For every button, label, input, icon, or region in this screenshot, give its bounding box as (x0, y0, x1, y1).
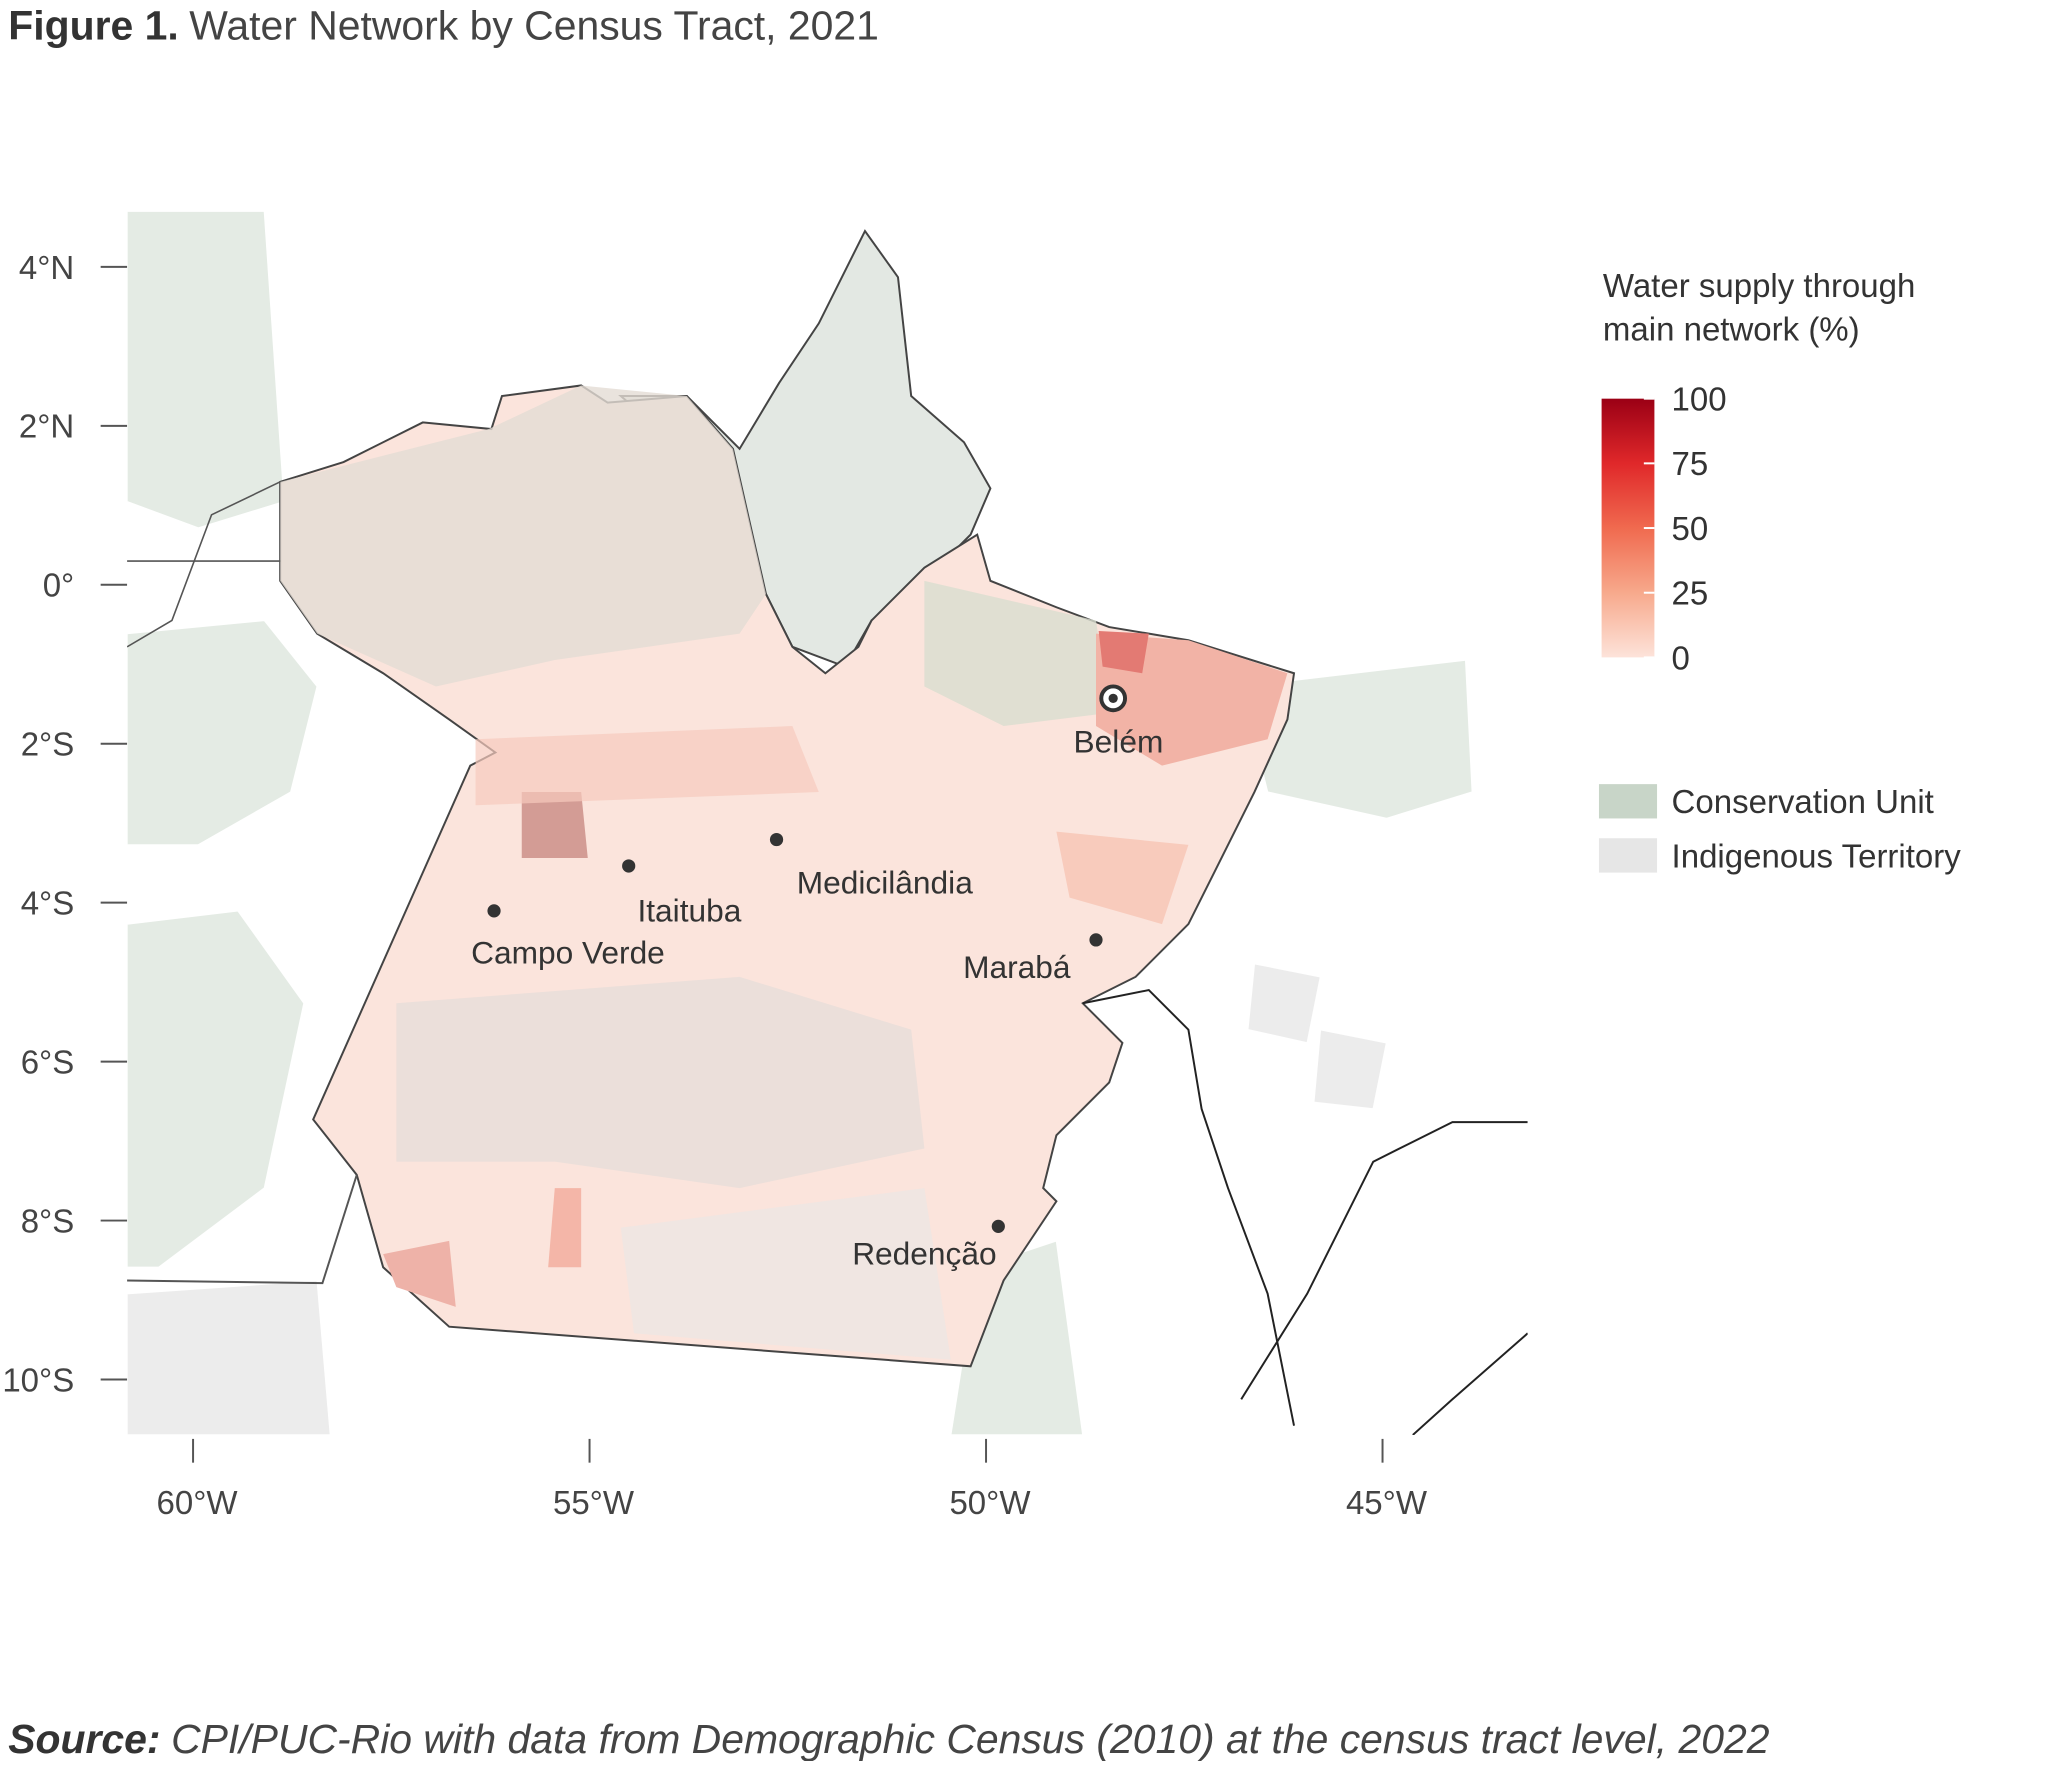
city-marker (1089, 933, 1103, 947)
city-label: Marabá (963, 949, 1071, 985)
capital-marker-dot (1108, 693, 1118, 703)
city-label: Campo Verde (471, 935, 665, 971)
legend-title: Water supply through (1603, 267, 1915, 304)
colorbar-ticks: 0 25 50 75 100 (1643, 381, 1727, 676)
axes: 4°N 2°N 0° 2°S 4°S 6°S 8°S 10°S 60°W 55°W 50°W 45°W (2, 249, 1428, 1521)
colorbar-tick-label: 50 (1672, 510, 1709, 547)
lat-tick-label: 6°S (21, 1043, 75, 1080)
legend-swatch (1598, 838, 1658, 873)
city-marker (487, 904, 501, 918)
colorbar-tick-label: 75 (1672, 445, 1709, 482)
legend-title: main network (%) (1603, 311, 1860, 348)
border-west (127, 481, 281, 648)
lat-tick-label: 10°S (2, 1361, 74, 1398)
lon-tick-label: 55°W (553, 1484, 635, 1521)
lat-tick-label: 2°S (21, 726, 75, 763)
context-areas (127, 210, 1473, 1435)
lat-tick-label: 8°S (21, 1202, 75, 1239)
lat-tick-label: 4°N (19, 249, 74, 286)
tract-patches (280, 385, 1288, 1360)
lon-tick-label: 50°W (949, 1484, 1031, 1521)
city-label: Belém (1074, 723, 1164, 759)
state-borders-east (1082, 988, 1528, 1435)
legend-label: Indigenous Territory (1672, 837, 1962, 874)
category-legend: Conservation Unit Indigenous Territory (1598, 783, 1962, 874)
city-marker (769, 832, 784, 847)
city-marker (622, 859, 636, 873)
figure-title: Water Network by Census Tract, 2021 (189, 3, 879, 49)
colorbar-tick-label: 100 (1672, 381, 1727, 418)
city-marker (991, 1219, 1005, 1233)
lon-tick-label: 60°W (156, 1484, 238, 1521)
cities: Belém Medicilândia Itaituba Campo Verde … (471, 684, 1164, 1272)
state-border (127, 1174, 358, 1285)
map-area (127, 208, 1528, 1435)
lat-tick-label: 0° (43, 567, 75, 604)
source-text: CPI/PUC-Rio with data from Demographic C… (171, 1716, 1770, 1761)
city-label: Redenção (852, 1236, 996, 1272)
colorbar-tick-label: 25 (1672, 575, 1709, 612)
figure-label: Figure 1. (8, 3, 178, 49)
legend-swatch (1598, 784, 1658, 819)
lat-tick-label: 4°S (21, 885, 75, 922)
lat-tick-label: 2°N (19, 408, 74, 445)
title: Figure 1. Water Network by Census Tract, … (8, 3, 879, 49)
source-label: Source: (8, 1716, 160, 1761)
legend: Water supply through main network (%) 0 2… (1598, 267, 1962, 874)
source: Source: CPI/PUC-Rio with data from Demogr… (8, 1716, 1769, 1761)
city-label: Medicilândia (797, 865, 973, 901)
legend-label: Conservation Unit (1672, 783, 1934, 820)
colorbar-tick-label: 0 (1672, 639, 1690, 676)
lon-tick-label: 45°W (1346, 1484, 1428, 1521)
city-label: Itaituba (637, 892, 741, 928)
